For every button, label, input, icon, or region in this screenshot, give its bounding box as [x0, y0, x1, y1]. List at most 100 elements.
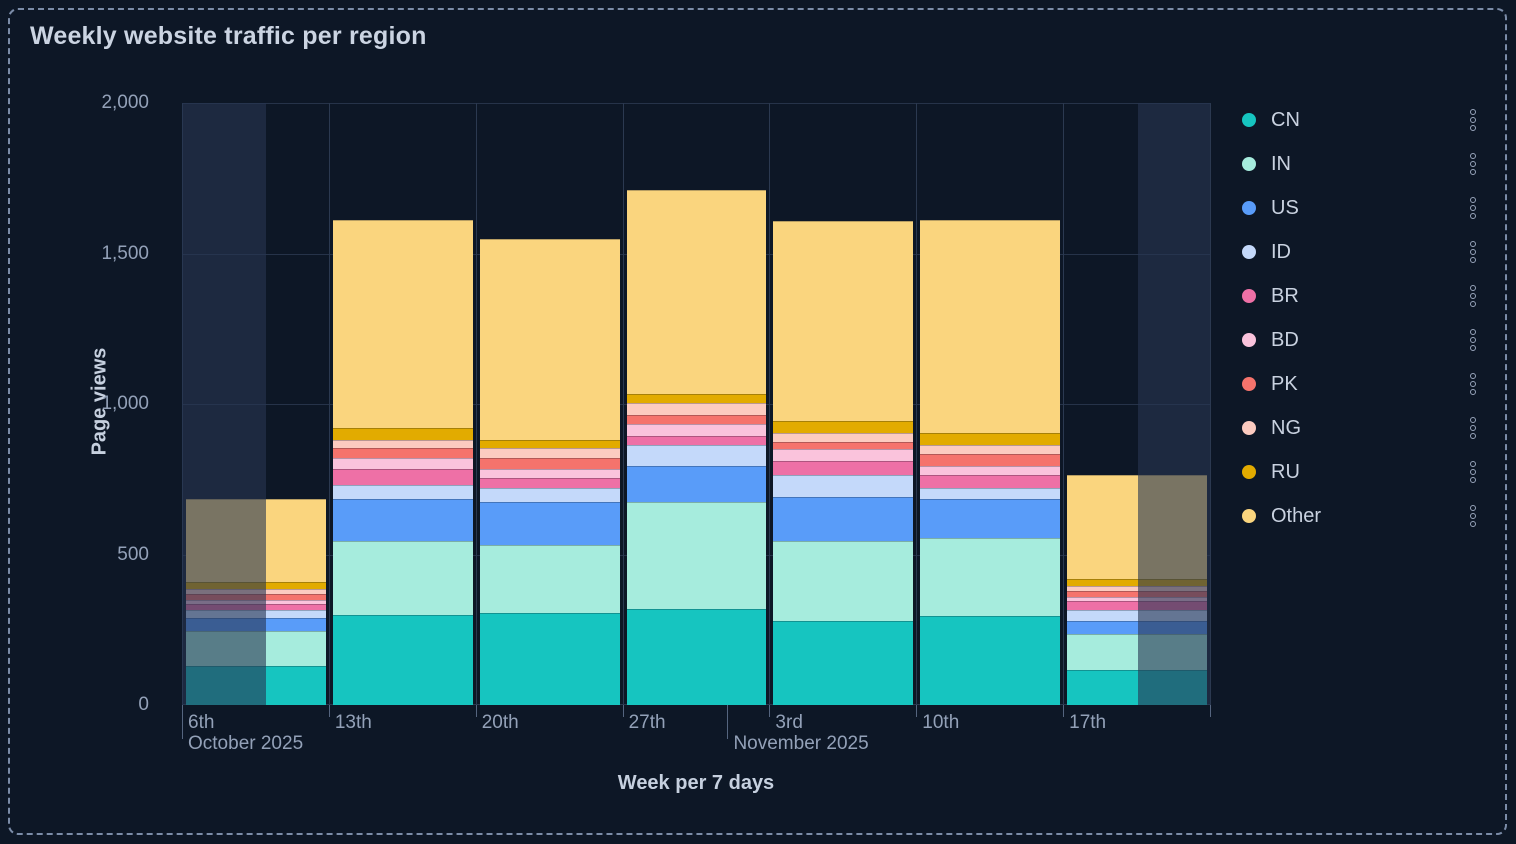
bar-segment-ID[interactable]	[626, 444, 767, 466]
bar-segment-Other[interactable]	[332, 220, 473, 429]
bar-segment-ID[interactable]	[773, 474, 914, 498]
vertical-ellipsis-icon[interactable]	[1466, 414, 1480, 442]
legend-item-PK[interactable]: PK	[1242, 362, 1480, 406]
legend-color-dot	[1242, 245, 1256, 259]
x-tick-label: 20th	[481, 712, 519, 733]
bar-segment-CN[interactable]	[332, 614, 473, 705]
bar-segment-IN[interactable]	[332, 540, 473, 615]
bar-segment-BD[interactable]	[920, 465, 1061, 475]
bar-segment-BD[interactable]	[626, 423, 767, 436]
bar-segment-NG[interactable]	[626, 402, 767, 415]
bar-segment-RU[interactable]	[479, 440, 620, 448]
legend-label[interactable]: PK	[1271, 372, 1298, 395]
legend-item-BD[interactable]: BD	[1242, 318, 1480, 362]
bar-segment-PK[interactable]	[1067, 590, 1207, 597]
vertical-ellipsis-icon[interactable]	[1466, 458, 1480, 486]
bar-segment-US[interactable]	[773, 497, 914, 541]
bar-segment-BR[interactable]	[773, 461, 914, 475]
bar-segment-ID[interactable]	[920, 488, 1061, 499]
bar-segment-Other[interactable]	[626, 190, 767, 394]
bar-segment-NG[interactable]	[479, 447, 620, 459]
bar-20th[interactable]	[479, 238, 620, 705]
bar-segment-CN[interactable]	[920, 616, 1061, 705]
bar-segment-US[interactable]	[626, 465, 767, 502]
legend-item-NG[interactable]: NG	[1242, 406, 1480, 450]
bar-segment-BR[interactable]	[626, 435, 767, 445]
bar-segment-CN[interactable]	[626, 608, 767, 705]
legend-label[interactable]: IN	[1271, 152, 1291, 175]
bar-segment-IN[interactable]	[920, 537, 1061, 617]
bar-segment-BD[interactable]	[332, 458, 473, 469]
bar-segment-BR[interactable]	[920, 474, 1061, 489]
legend-label[interactable]: NG	[1271, 416, 1301, 439]
vertical-ellipsis-icon[interactable]	[1466, 370, 1480, 398]
bar-27th[interactable]	[626, 190, 767, 705]
x-axis-title: Week per 7 days	[617, 772, 775, 794]
bar-10th[interactable]	[920, 220, 1061, 705]
bar-segment-Other[interactable]	[920, 220, 1061, 433]
bar-segment-BR[interactable]	[332, 468, 473, 486]
legend-color-dot	[1242, 201, 1256, 215]
bar-segment-US[interactable]	[920, 498, 1061, 538]
gridline-horizontal	[182, 103, 1210, 104]
vertical-ellipsis-icon[interactable]	[1466, 194, 1480, 222]
legend-label[interactable]: BR	[1271, 284, 1299, 307]
bar-segment-PK[interactable]	[920, 453, 1061, 466]
bar-segment-BD[interactable]	[479, 468, 620, 478]
bar-segment-ID[interactable]	[1067, 610, 1207, 621]
bar-segment-RU[interactable]	[626, 393, 767, 403]
legend-label[interactable]: RU	[1271, 460, 1300, 483]
gridline-vertical	[1063, 103, 1065, 705]
bar-segment-US[interactable]	[479, 501, 620, 546]
legend-label[interactable]: ID	[1271, 240, 1291, 263]
bar-segment-RU[interactable]	[332, 428, 473, 441]
vertical-ellipsis-icon[interactable]	[1466, 238, 1480, 266]
bar-segment-IN[interactable]	[626, 501, 767, 609]
bar-segment-ID[interactable]	[479, 488, 620, 502]
legend-item-ID[interactable]: ID	[1242, 230, 1480, 274]
vertical-ellipsis-icon[interactable]	[1466, 150, 1480, 178]
vertical-ellipsis-icon[interactable]	[1466, 502, 1480, 530]
bar-segment-ID[interactable]	[332, 485, 473, 499]
legend-label[interactable]: US	[1271, 196, 1299, 219]
month-label: November 2025	[733, 733, 869, 754]
bar-segment-PK[interactable]	[773, 441, 914, 450]
month-tick-mark	[182, 705, 183, 739]
bar-segment-CN[interactable]	[773, 620, 914, 705]
bar-segment-NG[interactable]	[1067, 586, 1207, 591]
bar-segment-BD[interactable]	[773, 449, 914, 462]
bar-segment-PK[interactable]	[479, 458, 620, 469]
bar-segment-Other[interactable]	[773, 220, 914, 421]
legend-label[interactable]: Other	[1271, 504, 1322, 527]
vertical-ellipsis-icon[interactable]	[1466, 282, 1480, 310]
vertical-ellipsis-icon[interactable]	[1466, 326, 1480, 354]
legend-item-IN[interactable]: IN	[1242, 142, 1480, 186]
bar-segment-US[interactable]	[332, 498, 473, 541]
bar-segment-BR[interactable]	[479, 477, 620, 489]
bar-segment-NG[interactable]	[773, 432, 914, 442]
bar-segment-RU[interactable]	[773, 420, 914, 433]
legend-item-CN[interactable]: CN	[1242, 98, 1480, 142]
bar-segment-RU[interactable]	[920, 432, 1061, 445]
legend-label[interactable]: CN	[1271, 108, 1300, 131]
legend-item-BR[interactable]: BR	[1242, 274, 1480, 318]
legend-item-RU[interactable]: RU	[1242, 450, 1480, 494]
vertical-ellipsis-icon[interactable]	[1466, 106, 1480, 134]
y-tick-label: 0	[138, 694, 149, 715]
bar-segment-Other[interactable]	[479, 238, 620, 441]
bar-segment-PK[interactable]	[332, 447, 473, 459]
bar-segment-BD[interactable]	[1067, 596, 1207, 602]
bar-3rd[interactable]	[773, 220, 914, 705]
bar-segment-IN[interactable]	[479, 545, 620, 614]
bar-segment-NG[interactable]	[332, 440, 473, 448]
bar-segment-BR[interactable]	[1067, 601, 1207, 611]
bar-segment-NG[interactable]	[920, 444, 1061, 454]
legend-item-US[interactable]: US	[1242, 186, 1480, 230]
bar-segment-CN[interactable]	[479, 613, 620, 705]
bar-13th[interactable]	[332, 220, 473, 705]
bar-segment-PK[interactable]	[626, 414, 767, 424]
bar-segment-IN[interactable]	[773, 540, 914, 621]
legend-label[interactable]: BD	[1271, 328, 1299, 351]
bar-segment-RU[interactable]	[1067, 578, 1207, 587]
legend-item-Other[interactable]: Other	[1242, 494, 1480, 538]
